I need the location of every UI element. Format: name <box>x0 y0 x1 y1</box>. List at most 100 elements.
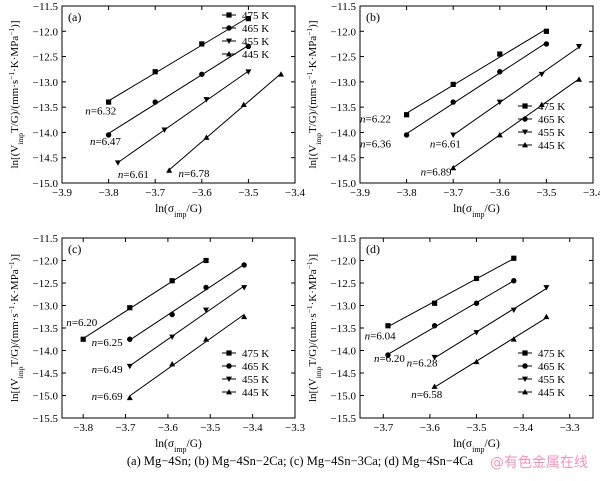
y-tick-label: −14.5 <box>33 153 59 165</box>
x-tick-label: −3.7 <box>373 422 393 434</box>
y-tick-label: −12.5 <box>331 278 357 290</box>
y-tick-label: −14.0 <box>33 127 59 139</box>
data-point-circle <box>241 262 247 268</box>
data-point-circle <box>127 336 133 342</box>
data-point-triangle-up <box>203 134 210 140</box>
legend-entry: 475 K <box>538 101 565 113</box>
x-tick-label: −3.6 <box>192 187 212 199</box>
x-tick-label: −3.4 <box>243 422 263 434</box>
slope-annotation: n=6.28 <box>407 357 438 369</box>
x-tick-label: −3.9 <box>52 187 72 199</box>
y-tick-label: −11.5 <box>33 1 59 13</box>
slope-annotation: n=6.61 <box>430 139 461 151</box>
data-point-circle <box>450 99 456 105</box>
data-point-triangle-down <box>473 330 480 336</box>
y-tick-label: −14.0 <box>331 127 357 139</box>
fit-line <box>168 73 282 171</box>
series-465k <box>385 278 517 358</box>
chart-panel-4: −3.7 −3.6 −3.5 −3.4 −3.3 −15.5 −15.0 −14.5 −14.0… <box>305 233 594 454</box>
y-tick-label: −15.0 <box>331 178 357 190</box>
data-point-square <box>169 278 175 284</box>
series-465k <box>127 262 247 342</box>
data-point-circle <box>543 41 550 47</box>
fit-line <box>452 46 580 136</box>
panel-label: (a) <box>68 10 81 24</box>
slope-annotation: n=6.20 <box>374 353 405 365</box>
series-465k <box>403 41 550 138</box>
legend-entry: 445 K <box>538 387 565 399</box>
data-point-triangle-down <box>226 38 232 44</box>
legend-entry: 455 K <box>538 127 565 139</box>
legend-entry: 445 K <box>242 387 269 399</box>
series-475k <box>404 28 549 118</box>
data-point-square <box>522 103 528 109</box>
fit-line <box>387 280 515 355</box>
watermark: @有色金属在线 <box>490 455 588 471</box>
y-tick-label: −11.5 <box>331 1 357 13</box>
fit-line <box>117 70 249 163</box>
legend-entry: 455 K <box>538 374 565 386</box>
y-tick-label: −13.5 <box>331 102 357 114</box>
panel-label: (c) <box>68 242 81 256</box>
data-point-triangle-down <box>226 376 232 382</box>
series-445k <box>431 313 550 389</box>
series-475k <box>106 16 251 105</box>
fit-line <box>82 259 207 339</box>
y-tick-label: −12.5 <box>33 52 59 64</box>
slope-annotation: n=6.22 <box>360 113 391 125</box>
x-tick-label: −3.4 <box>513 422 533 434</box>
data-point-square <box>199 41 205 47</box>
data-point-triangle-up <box>240 101 247 108</box>
data-point-triangle-up <box>241 313 248 320</box>
y-tick-label: −14.0 <box>331 346 357 358</box>
data-point-triangle-up <box>522 389 528 395</box>
x-tick-label: −3.9 <box>350 187 370 199</box>
y-axis-label: ln[(VimpT/G)/(mm·s−1·K·MPa−1)] <box>305 20 323 168</box>
data-point-circle <box>522 363 528 369</box>
y-tick-label: −14.0 <box>33 346 59 358</box>
y-axis-label: ln[(VimpT/G)/(mm·s−1·K·MPa−1)] <box>7 20 25 168</box>
series-455k <box>114 69 252 166</box>
legend-entry: 455 K <box>242 374 269 386</box>
fit-line <box>129 314 245 397</box>
figure-caption: (a) Mg−4Sn; (b) Mg−4Sn−2Ca; (c) Mg−4Sn−3… <box>126 454 474 468</box>
data-point-square <box>226 350 232 356</box>
legend-entry: 465 K <box>242 361 269 373</box>
fit-line <box>406 28 547 114</box>
series-455k <box>450 44 583 138</box>
series-475k <box>80 257 209 342</box>
x-tick-label: −3.8 <box>99 187 119 199</box>
data-point-triangle-up <box>522 142 528 148</box>
y-tick-label: −11.5 <box>331 233 357 245</box>
y-tick-label: −13.5 <box>33 323 59 335</box>
fit-line <box>387 258 515 328</box>
data-point-triangle-up <box>226 389 232 395</box>
y-tick-label: −14.5 <box>33 368 59 380</box>
slope-annotation: n=6.04 <box>365 330 396 342</box>
x-axis-label: ln(σimp/G) <box>453 203 500 219</box>
y-tick-label: −12.0 <box>331 26 357 38</box>
x-tick-label: −3.6 <box>420 422 440 434</box>
chart-panel-3: −3.8 −3.7 −3.6 −3.5 −3.4 −3.3 −15.5 −15.0 −14.5 −… <box>7 233 306 454</box>
y-tick-label: −14.5 <box>331 153 357 165</box>
data-point-triangle-down <box>538 71 545 78</box>
data-point-triangle-down <box>496 99 503 106</box>
data-point-square <box>511 255 517 261</box>
data-point-square <box>522 350 528 356</box>
data-point-circle <box>226 363 232 369</box>
data-point-square <box>497 51 503 57</box>
chart-panel-1: −3.9 −3.8 −3.7 −3.6 −3.5 −3.4 −15.0 −14.5 −14.0 −… <box>7 1 306 219</box>
data-point-square <box>431 300 438 306</box>
fit-line <box>434 288 547 359</box>
data-point-triangle-up <box>226 51 232 57</box>
data-point-triangle-down <box>126 363 133 370</box>
data-point-square <box>473 275 480 282</box>
legend-entry: 465 K <box>538 361 565 373</box>
data-point-square <box>245 16 251 22</box>
y-tick-label: −12.5 <box>33 278 59 290</box>
data-point-triangle-down <box>450 132 457 138</box>
series-475k <box>385 255 517 329</box>
